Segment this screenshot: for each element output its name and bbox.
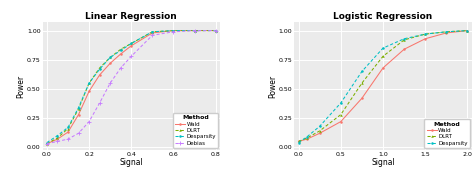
Wald xyxy=(107,62,113,64)
Desparsity xyxy=(359,70,365,73)
Wald xyxy=(55,138,60,140)
DLRT xyxy=(465,30,470,32)
Wald xyxy=(422,38,428,40)
Debias xyxy=(44,143,50,145)
DLRT xyxy=(401,39,407,41)
Desparsity xyxy=(150,31,155,33)
Wald xyxy=(128,45,134,47)
Desparsity xyxy=(65,126,71,128)
Wald xyxy=(304,138,310,140)
Line: Debias: Debias xyxy=(46,29,217,145)
Title: Linear Regression: Linear Regression xyxy=(85,12,177,21)
Wald xyxy=(359,97,365,99)
Debias xyxy=(76,132,82,134)
Line: DLRT: DLRT xyxy=(297,29,469,143)
DLRT xyxy=(317,130,322,132)
Wald xyxy=(65,131,71,133)
Y-axis label: Power: Power xyxy=(268,74,277,98)
Debias xyxy=(86,120,92,123)
DLRT xyxy=(44,143,50,145)
DLRT xyxy=(150,31,155,33)
Legend: Wald, DLRT, Desparsity: Wald, DLRT, Desparsity xyxy=(424,119,470,148)
DLRT xyxy=(444,31,449,33)
DLRT xyxy=(65,128,71,130)
Line: Desparsity: Desparsity xyxy=(46,29,217,144)
Desparsity xyxy=(128,42,134,45)
Wald xyxy=(171,30,176,32)
Debias xyxy=(171,31,176,33)
DLRT xyxy=(422,33,428,35)
Wald xyxy=(118,53,124,55)
DLRT xyxy=(55,137,60,139)
Desparsity xyxy=(192,30,198,32)
DLRT xyxy=(213,30,219,32)
DLRT xyxy=(380,55,386,57)
Desparsity xyxy=(97,68,102,70)
Wald xyxy=(44,143,50,145)
Desparsity xyxy=(296,142,301,144)
DLRT xyxy=(128,42,134,45)
Wald xyxy=(338,120,344,123)
Desparsity xyxy=(444,31,449,33)
Line: Desparsity: Desparsity xyxy=(297,29,469,144)
Wald xyxy=(192,30,198,32)
DLRT xyxy=(338,114,344,116)
Desparsity xyxy=(465,30,470,32)
Debias xyxy=(118,67,124,69)
Line: Wald: Wald xyxy=(46,29,217,145)
Wald xyxy=(380,67,386,69)
Debias xyxy=(192,30,198,32)
Desparsity xyxy=(401,38,407,40)
Desparsity xyxy=(171,30,176,32)
Debias xyxy=(107,82,113,84)
Desparsity xyxy=(86,82,92,84)
Desparsity xyxy=(317,125,322,127)
X-axis label: Signal: Signal xyxy=(371,158,395,167)
Wald xyxy=(296,140,301,142)
Desparsity xyxy=(213,30,219,32)
DLRT xyxy=(107,56,113,59)
Wald xyxy=(150,32,155,34)
Desparsity xyxy=(118,49,124,52)
Debias xyxy=(128,55,134,57)
Wald xyxy=(444,32,449,34)
Wald xyxy=(465,30,470,32)
Debias xyxy=(65,138,71,140)
Wald xyxy=(401,48,407,50)
Debias xyxy=(55,140,60,142)
Legend: Wald, DLRT, Desparsity, Debias: Wald, DLRT, Desparsity, Debias xyxy=(173,113,218,148)
DLRT xyxy=(192,30,198,32)
Wald xyxy=(76,114,82,116)
DLRT xyxy=(97,67,102,69)
Wald xyxy=(97,74,102,76)
Desparsity xyxy=(55,134,60,137)
Desparsity xyxy=(44,142,50,144)
Y-axis label: Power: Power xyxy=(17,74,26,98)
Desparsity xyxy=(76,106,82,109)
Desparsity xyxy=(338,102,344,104)
Wald xyxy=(86,90,92,92)
DLRT xyxy=(296,140,301,142)
Wald xyxy=(317,132,322,134)
Wald xyxy=(213,30,219,32)
DLRT xyxy=(171,30,176,32)
Line: DLRT: DLRT xyxy=(46,29,217,145)
DLRT xyxy=(86,82,92,84)
Desparsity xyxy=(304,136,310,138)
Desparsity xyxy=(422,33,428,35)
Debias xyxy=(150,34,155,36)
Desparsity xyxy=(107,56,113,59)
DLRT xyxy=(359,82,365,84)
X-axis label: Signal: Signal xyxy=(119,158,143,167)
DLRT xyxy=(76,108,82,110)
Line: Wald: Wald xyxy=(297,29,469,143)
Desparsity xyxy=(380,47,386,49)
DLRT xyxy=(304,137,310,139)
Debias xyxy=(213,30,219,32)
DLRT xyxy=(118,48,124,50)
Title: Logistic Regression: Logistic Regression xyxy=(333,12,433,21)
Debias xyxy=(97,102,102,104)
